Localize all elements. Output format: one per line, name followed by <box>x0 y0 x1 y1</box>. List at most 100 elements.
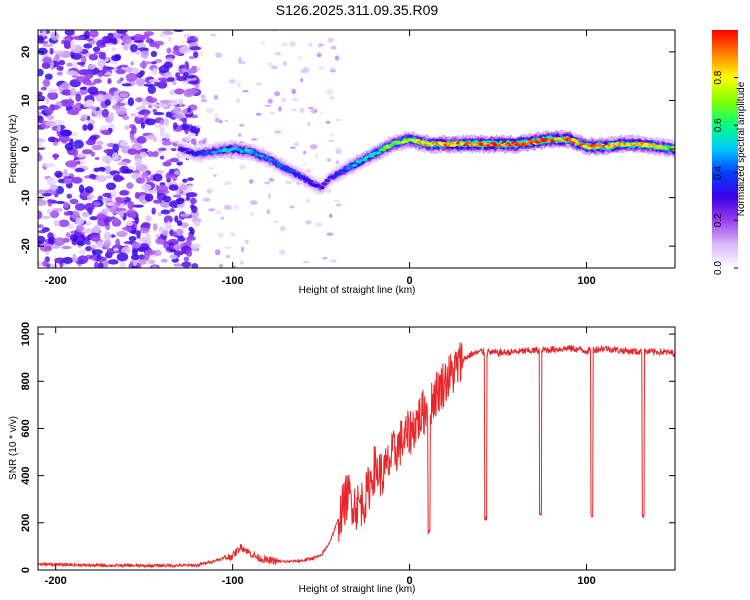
noise-speckle <box>182 178 188 183</box>
noise-speckle <box>63 168 68 176</box>
noise-speckle <box>151 103 162 108</box>
snr-y-label: SNR (10 * v/v) <box>8 416 19 480</box>
noise-speckle <box>174 244 180 252</box>
noise-speckle <box>173 30 184 33</box>
noise-speckle <box>75 153 87 158</box>
noise-speckle <box>104 99 112 106</box>
noise-speckle <box>160 79 170 83</box>
noise-speckle <box>53 50 65 55</box>
noise-speckle <box>111 104 121 110</box>
snr-y-ticks: 0 200 400 600 800 1000 <box>20 322 675 573</box>
x-tick-label: -100 <box>222 275 244 287</box>
noise-speckle <box>134 97 144 103</box>
noise-speckle <box>147 150 153 158</box>
noise-speckle <box>86 240 91 246</box>
noise-speckle <box>96 213 107 221</box>
ridge-cell <box>362 158 368 162</box>
noise-speckle <box>152 265 158 268</box>
noise-speckle <box>72 253 77 262</box>
noise-speckle <box>124 125 130 130</box>
noise-speckle <box>191 263 199 268</box>
noise-speckle <box>195 125 202 129</box>
noise-speckle <box>63 201 69 209</box>
noise-speckle <box>169 89 175 96</box>
noise-speckle <box>326 88 334 95</box>
noise-speckle <box>103 148 116 154</box>
noise-speckle <box>159 33 166 38</box>
noise-speckle <box>202 197 211 202</box>
x-tick-label: -200 <box>45 575 67 587</box>
noise-speckle <box>38 47 48 55</box>
noise-speckle <box>325 188 332 194</box>
noise-speckle <box>115 208 127 212</box>
noise-speckle <box>115 238 120 248</box>
noise-speckle <box>135 177 146 184</box>
noise-speckle <box>38 189 48 194</box>
noise-speckle <box>189 244 199 252</box>
noise-speckle <box>85 186 94 194</box>
noise-speckle <box>147 259 156 265</box>
noise-speckle <box>105 175 113 179</box>
snr-panel: -200 -100 0 100 0 200 400 600 800 1000 Height of… <box>8 322 676 595</box>
noise-speckle <box>49 47 54 55</box>
noise-speckle <box>96 140 104 146</box>
noise-speckle <box>117 161 129 166</box>
noise-speckle <box>268 177 275 182</box>
noise-speckle <box>54 170 63 178</box>
noise-speckle <box>151 61 157 65</box>
noise-speckle <box>63 211 71 216</box>
x-tick-label: -100 <box>222 575 244 587</box>
noise-speckle <box>266 62 274 66</box>
noise-speckle <box>123 169 134 174</box>
noise-speckle <box>153 199 162 204</box>
noise-speckle <box>110 189 117 199</box>
noise-speckle <box>66 62 73 67</box>
ridge-cell <box>296 172 301 176</box>
noise-speckle <box>89 216 99 221</box>
noise-speckle <box>188 226 194 232</box>
figure-title: S126.2025.311.09.35.R09 <box>276 2 439 18</box>
noise-speckle <box>139 61 148 69</box>
noise-speckle <box>46 199 58 203</box>
noise-speckle <box>86 196 93 201</box>
noise-speckle <box>49 184 59 191</box>
noise-speckle <box>278 106 282 112</box>
noise-speckle <box>193 51 199 59</box>
noise-speckle <box>250 211 255 217</box>
noise-speckle <box>219 263 223 268</box>
noise-speckle <box>81 149 93 155</box>
noise-speckle <box>264 104 272 107</box>
noise-speckle <box>75 224 85 233</box>
noise-speckle <box>134 191 140 200</box>
noise-speckle <box>240 246 245 253</box>
noise-speckle <box>172 106 180 114</box>
noise-speckle <box>141 222 151 228</box>
noise-speckle <box>44 107 54 115</box>
noise-speckle <box>138 243 150 250</box>
noise-speckle <box>214 249 221 256</box>
noise-speckle <box>329 132 334 138</box>
noise-speckle <box>139 151 147 158</box>
noise-speckle <box>118 64 129 68</box>
noise-speckle <box>219 120 223 124</box>
noise-speckle <box>88 30 99 38</box>
noise-speckle <box>71 176 83 184</box>
noise-speckle <box>160 209 171 215</box>
noise-speckle <box>88 106 98 110</box>
noise-speckle <box>239 123 245 127</box>
noise-speckle <box>174 170 180 176</box>
noise-speckle <box>333 199 340 202</box>
noise-speckle <box>58 84 64 93</box>
y-tick-label: 800 <box>20 372 32 390</box>
noise-speckle <box>137 47 149 51</box>
noise-speckle <box>326 232 334 236</box>
noise-speckle <box>46 177 56 186</box>
noise-speckle <box>50 31 60 41</box>
noise-speckle <box>103 239 111 248</box>
noise-speckle <box>298 56 302 59</box>
ridge-cell <box>184 148 189 151</box>
noise-speckle <box>56 65 64 71</box>
noise-speckle <box>113 217 119 224</box>
noise-speckle <box>38 235 46 244</box>
noise-speckle <box>61 89 73 96</box>
